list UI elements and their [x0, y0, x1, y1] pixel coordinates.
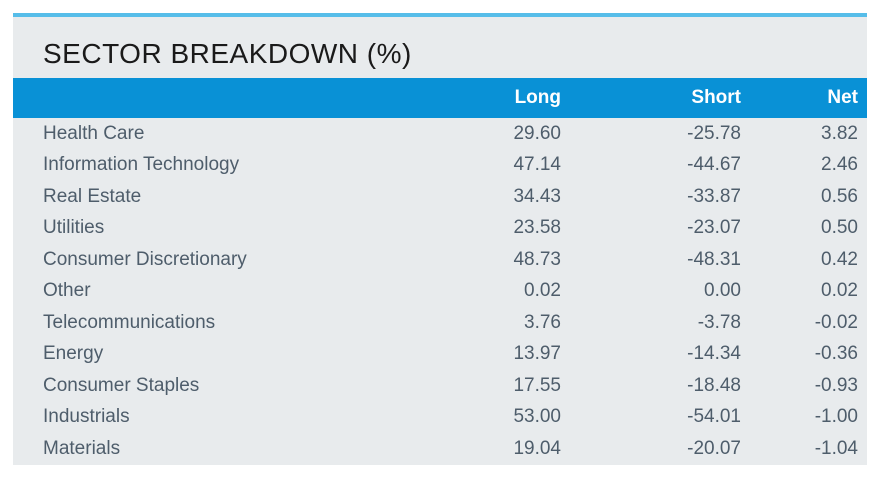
sector-name-cell: Industrials — [43, 406, 130, 428]
accent-top-rule — [13, 13, 867, 17]
sector-breakdown-panel: SECTOR BREAKDOWN (%) Long Short Net Heal… — [13, 13, 867, 465]
sector-name-cell: Utilities — [43, 217, 105, 239]
short-value-cell: 0.00 — [704, 280, 741, 302]
column-header-long: Long — [343, 78, 561, 118]
table-row: Utilities 23.58 -23.07 0.50 — [13, 213, 867, 245]
table-row: Industrials 53.00 -54.01 -1.00 — [13, 402, 867, 434]
table-row: Information Technology 47.14 -44.67 2.46 — [13, 150, 867, 182]
sector-name-cell: Materials — [43, 437, 121, 459]
long-value-cell: 23.58 — [513, 217, 561, 239]
short-value-cell: -18.48 — [687, 374, 741, 396]
short-value-cell: -25.78 — [687, 122, 741, 144]
short-value-cell: -44.67 — [687, 154, 741, 176]
table-row: Real Estate 34.43 -33.87 0.56 — [13, 181, 867, 213]
short-value-cell: -33.87 — [687, 185, 741, 207]
short-value-cell: -14.34 — [687, 343, 741, 365]
long-value-cell: 0.02 — [524, 280, 561, 302]
long-value-cell: 17.55 — [513, 374, 561, 396]
column-header-net: Net — [741, 78, 867, 118]
sector-name-cell: Consumer Discretionary — [43, 248, 247, 270]
sector-name-cell: Energy — [43, 343, 104, 365]
sector-name-cell: Other — [43, 280, 91, 302]
sector-name-cell: Real Estate — [43, 185, 142, 207]
panel-title-bar: SECTOR BREAKDOWN (%) — [13, 17, 867, 78]
column-header-sector — [13, 78, 343, 118]
short-value-cell: -54.01 — [687, 406, 741, 428]
table-row: Energy 13.97 -14.34 -0.36 — [13, 339, 867, 371]
long-value-cell: 34.43 — [513, 185, 561, 207]
net-value-cell: 3.82 — [821, 122, 858, 144]
sector-name-cell: Information Technology — [43, 154, 240, 176]
sector-breakdown-table: Long Short Net Health Care 29.60 -25.78 … — [13, 78, 867, 465]
short-value-cell: -20.07 — [687, 437, 741, 459]
panel-title: SECTOR BREAKDOWN (%) — [43, 37, 412, 69]
long-value-cell: 53.00 — [513, 406, 561, 428]
net-value-cell: 0.42 — [821, 248, 858, 270]
short-value-cell: -3.78 — [697, 311, 741, 333]
table-row: Health Care 29.60 -25.78 3.82 — [13, 118, 867, 150]
net-value-cell: -1.00 — [814, 406, 858, 428]
long-value-cell: 19.04 — [513, 437, 561, 459]
net-value-cell: 0.50 — [821, 217, 858, 239]
long-value-cell: 48.73 — [513, 248, 561, 270]
net-value-cell: -1.04 — [814, 437, 858, 459]
long-value-cell: 13.97 — [513, 343, 561, 365]
sector-name-cell: Consumer Staples — [43, 374, 200, 396]
sector-name-cell: Health Care — [43, 122, 145, 144]
net-value-cell: 0.56 — [821, 185, 858, 207]
net-value-cell: -0.93 — [814, 374, 858, 396]
table-row: Consumer Staples 17.55 -18.48 -0.93 — [13, 370, 867, 402]
net-value-cell: 2.46 — [821, 154, 858, 176]
sector-name-cell: Telecommunications — [43, 311, 216, 333]
short-value-cell: -23.07 — [687, 217, 741, 239]
long-value-cell: 47.14 — [513, 154, 561, 176]
short-value-cell: -48.31 — [687, 248, 741, 270]
table-row: Materials 19.04 -20.07 -1.04 — [13, 433, 867, 465]
table-row: Consumer Discretionary 48.73 -48.31 0.42 — [13, 244, 867, 276]
table-row: Other 0.02 0.00 0.02 — [13, 276, 867, 308]
table-header-row: Long Short Net — [13, 78, 867, 118]
net-value-cell: -0.36 — [814, 343, 858, 365]
column-header-short: Short — [561, 78, 741, 118]
net-value-cell: 0.02 — [821, 280, 858, 302]
table-row: Telecommunications 3.76 -3.78 -0.02 — [13, 307, 867, 339]
long-value-cell: 3.76 — [524, 311, 561, 333]
long-value-cell: 29.60 — [513, 122, 561, 144]
net-value-cell: -0.02 — [814, 311, 858, 333]
